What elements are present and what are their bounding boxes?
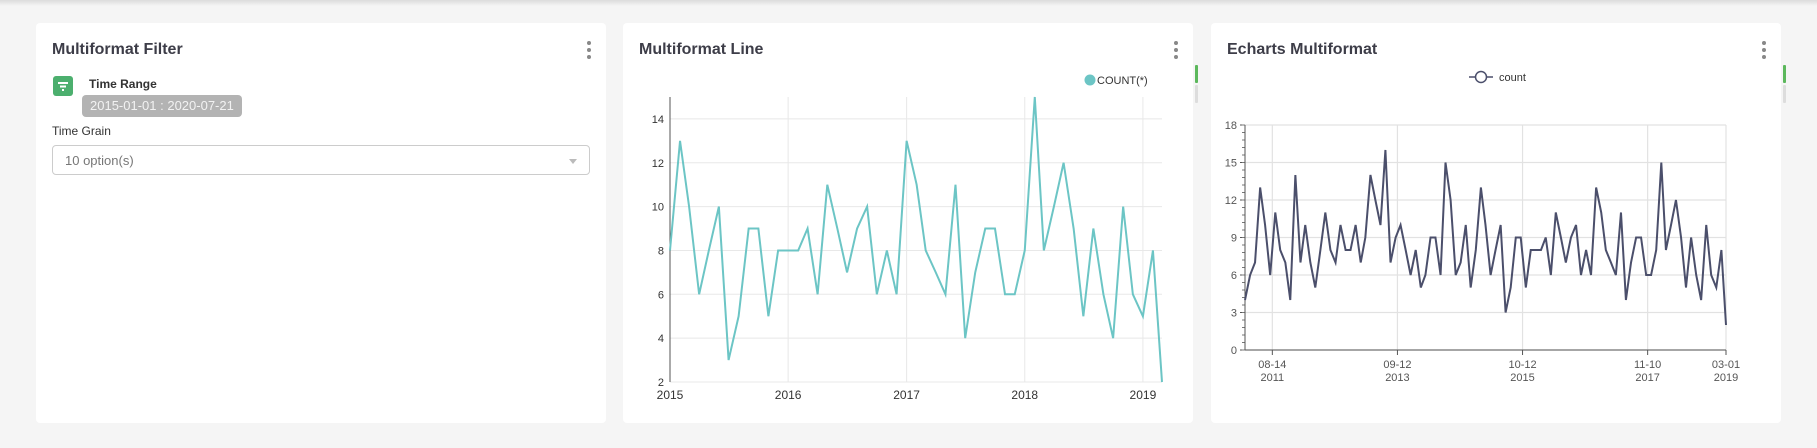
card-title: Multiformat Line (639, 41, 764, 58)
y-tick-label: 8 (658, 245, 664, 257)
x-tick-label: 03-01 (1712, 359, 1740, 371)
echarts-card: Echarts Multiformat 0 3 6 9 12 15 18 08-14 2011 0… (1211, 23, 1786, 423)
time-range-label: Time Range (89, 77, 157, 91)
x-tick-label: 2018 (1011, 388, 1038, 402)
y-tick-label: 18 (1225, 120, 1237, 132)
card-title: Multiformat Filter (52, 41, 183, 58)
x-tick-label: 11-10 (1634, 359, 1661, 371)
card-title: Echarts Multiformat (1227, 41, 1378, 58)
y-tick-label: 10 (652, 202, 664, 214)
chevron-down-icon (569, 159, 577, 164)
x-tick-label: 2016 (775, 388, 802, 402)
x-tick-label: 2019 (1130, 388, 1157, 402)
x-tick-label: 2019 (1714, 372, 1738, 384)
more-menu-icon[interactable] (586, 41, 592, 59)
y-tick-label: 0 (1231, 345, 1237, 357)
x-tick-label: 09-12 (1383, 359, 1411, 371)
line-chart: 2 4 6 8 10 12 14 2015 2016 2017 2018 2019 COUNT(*) (652, 74, 1163, 402)
y-tick-label: 6 (1231, 270, 1237, 282)
filter-card: Multiformat Filter Time Range 2015-01-01… (36, 23, 606, 423)
scrollbar-indicator[interactable] (1783, 65, 1786, 83)
legend-marker (1474, 70, 1488, 84)
y-tick-label: 9 (1231, 233, 1237, 245)
filter-icon (53, 76, 73, 96)
scrollbar-track[interactable] (1783, 85, 1786, 103)
y-tick-label: 14 (652, 114, 664, 126)
time-range-value[interactable]: 2015-01-01 : 2020-07-21 (82, 95, 242, 117)
y-tick-label: 4 (658, 333, 664, 345)
more-menu-icon[interactable] (1173, 41, 1179, 59)
y-tick-label: 12 (652, 158, 664, 170)
x-tick-label: 2015 (657, 388, 684, 402)
y-tick-label: 2 (658, 377, 664, 389)
top-shadow (0, 0, 1817, 6)
x-tick-label: 2017 (893, 388, 920, 402)
time-grain-label: Time Grain (52, 124, 111, 138)
time-grain-select[interactable]: 10 option(s) (52, 145, 590, 175)
legend-label: COUNT(*) (1097, 75, 1148, 87)
y-tick-label: 15 (1225, 158, 1237, 170)
scrollbar-indicator[interactable] (1195, 65, 1198, 83)
series-line-count (669, 96, 1163, 383)
y-tick-label: 12 (1225, 195, 1237, 207)
line-chart-card: Multiformat Line 2 4 6 8 10 12 14 2015 2016 2017 2… (623, 23, 1198, 423)
y-tick-label: 6 (658, 289, 664, 301)
legend-marker (1084, 74, 1096, 86)
time-grain-value: 10 option(s) (65, 153, 134, 168)
x-tick-label: 10-12 (1508, 359, 1536, 371)
y-tick-label: 3 (1231, 308, 1237, 320)
x-tick-label: 2013 (1385, 372, 1409, 384)
x-tick-label: 2017 (1635, 372, 1659, 384)
legend-label: count (1499, 72, 1526, 84)
x-tick-label: 2015 (1510, 372, 1534, 384)
x-tick-label: 2011 (1260, 372, 1284, 384)
more-menu-icon[interactable] (1761, 41, 1767, 59)
scrollbar-track[interactable] (1195, 85, 1198, 103)
x-tick-label: 08-14 (1258, 359, 1286, 371)
